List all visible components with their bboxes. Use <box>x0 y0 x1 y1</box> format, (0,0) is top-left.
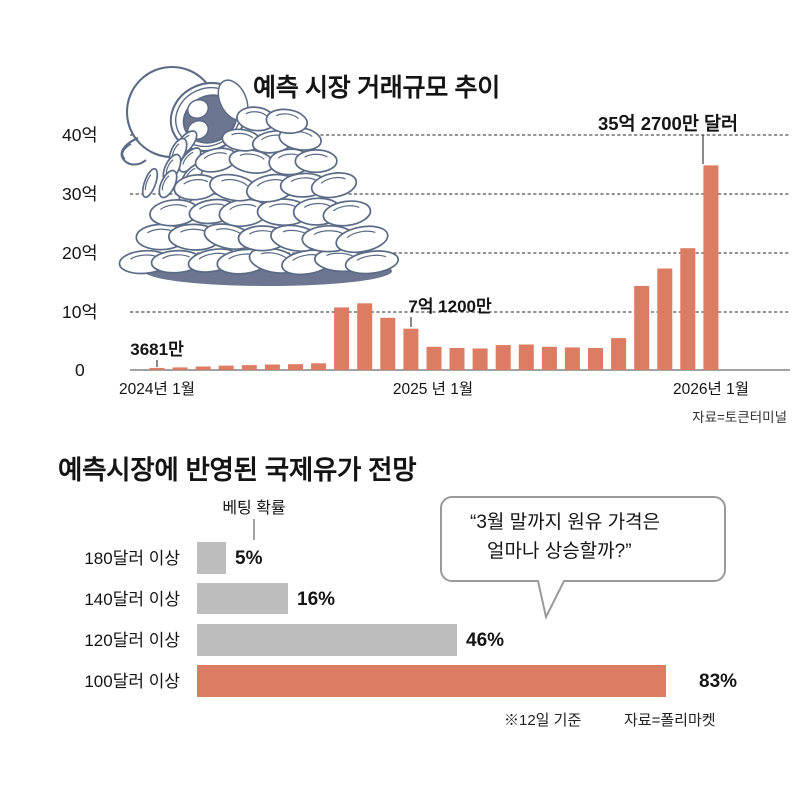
svg-text:140달러 이상: 140달러 이상 <box>84 590 180 609</box>
svg-text:5%: 5% <box>235 548 263 569</box>
svg-text:베팅 확률: 베팅 확률 <box>222 499 285 517</box>
svg-text:180달러 이상: 180달러 이상 <box>84 549 180 568</box>
svg-text:100달러 이상: 100달러 이상 <box>84 672 180 691</box>
svg-text:“3월 말까지 원유 가격은: “3월 말까지 원유 가격은 <box>470 511 660 533</box>
svg-text:16%: 16% <box>297 589 335 610</box>
svg-text:83%: 83% <box>699 671 737 692</box>
svg-text:※12일 기준: ※12일 기준 <box>504 712 581 729</box>
svg-text:46%: 46% <box>466 630 504 651</box>
svg-text:얼마나 상승할까?”: 얼마나 상승할까?” <box>487 540 632 562</box>
svg-text:자료=폴리마켓: 자료=폴리마켓 <box>624 712 716 729</box>
svg-text:120달러 이상: 120달러 이상 <box>84 631 180 650</box>
